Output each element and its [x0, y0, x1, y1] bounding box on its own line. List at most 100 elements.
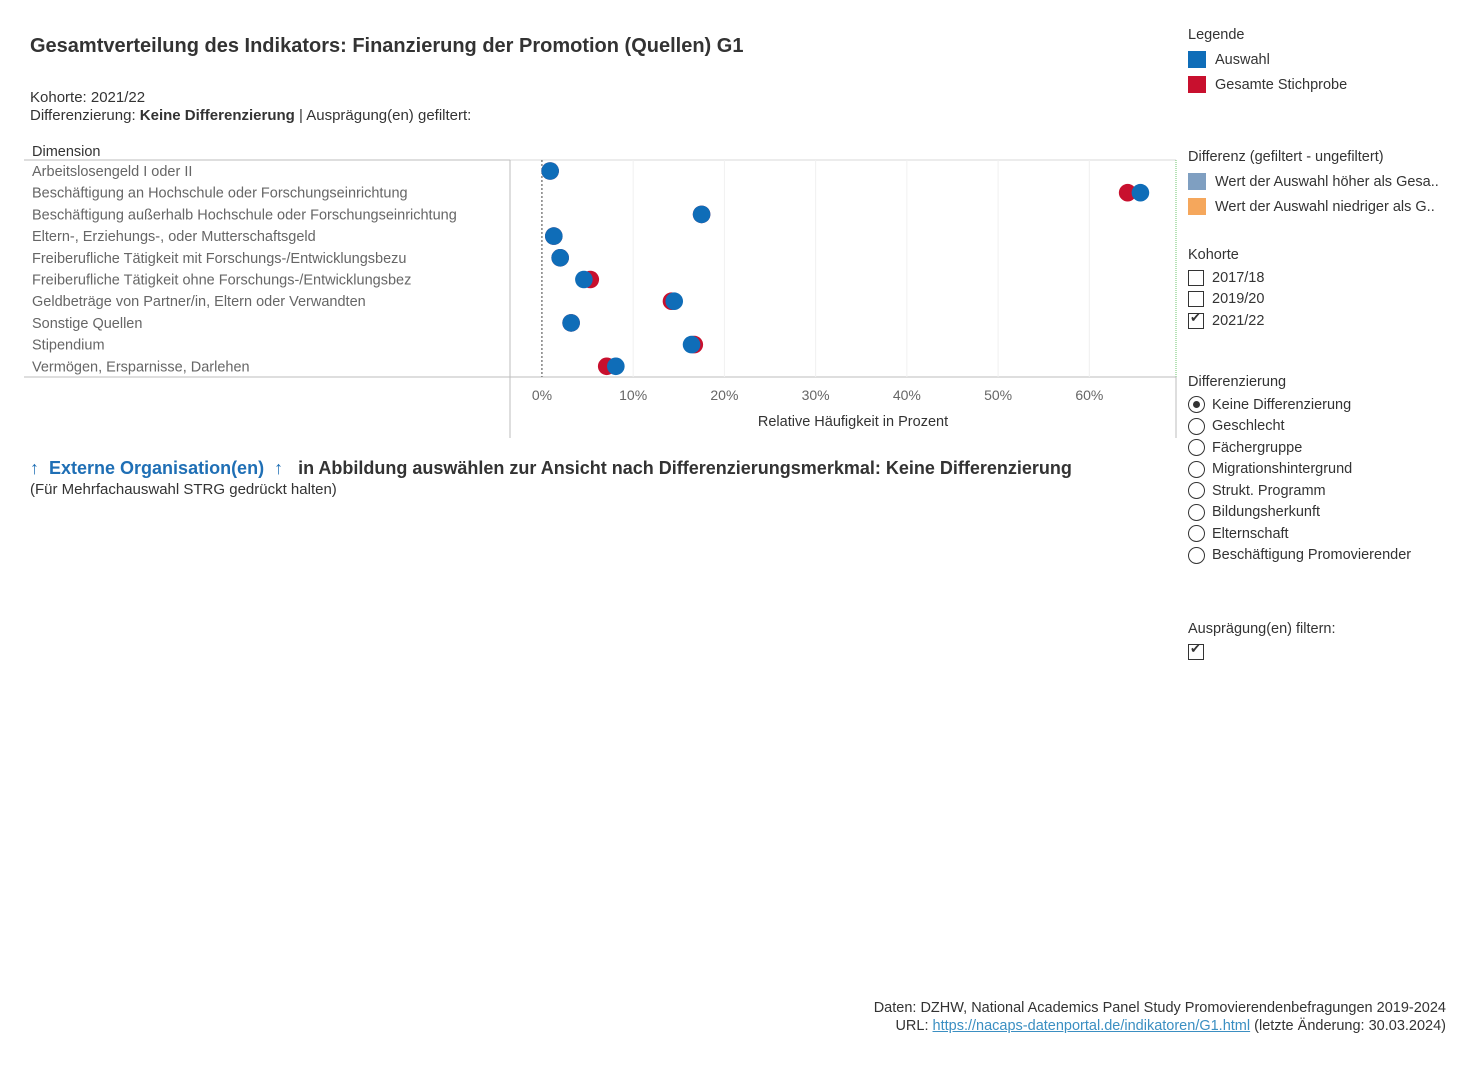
- differentiation-option-geschlecht[interactable]: Geschlecht: [1188, 416, 1411, 438]
- differentiation-radio-geschlecht[interactable]: [1188, 417, 1205, 435]
- legend-swatch-gesamte-stichprobe: [1188, 76, 1206, 93]
- differentiation-label-keine: Keine Differenzierung: [1212, 396, 1352, 413]
- selection-prompt: ↑ Externe Organisation(en) ↑ in Abbildun…: [30, 458, 1072, 479]
- differentiation-filter-title: Differenzierung: [1188, 374, 1287, 390]
- legend-panel: Legende Auswahl Gesamte Stichprobe: [1188, 27, 1347, 97]
- differentiation-radio-beschaeftigung[interactable]: [1188, 546, 1205, 564]
- legend-title: Legende: [1188, 27, 1245, 43]
- category-label: Vermögen, Ersparnisse, Darlehen: [32, 359, 250, 375]
- x-tick-label: 20%: [710, 387, 738, 403]
- x-tick-label: 50%: [984, 387, 1012, 403]
- difference-item-lower[interactable]: Wert der Auswahl niedriger als G..: [1188, 194, 1439, 219]
- differentiation-option-keine[interactable]: Keine Differenzierung: [1188, 394, 1411, 416]
- value-filter-checkbox[interactable]: [1188, 642, 1204, 660]
- legend-swatch-auswahl: [1188, 51, 1206, 68]
- cohort-checkbox-2021-22[interactable]: [1188, 311, 1204, 329]
- differentiation-option-faechergruppe[interactable]: Fächergruppe: [1188, 437, 1411, 459]
- differentiation-radio-elternschaft[interactable]: [1188, 525, 1205, 543]
- category-label: Beschäftigung außerhalb Hochschule oder …: [32, 207, 457, 223]
- footer: Daten: DZHW, National Academics Panel St…: [874, 999, 1446, 1035]
- dot-auswahl[interactable]: [692, 205, 711, 224]
- category-label: Geldbeträge von Partner/in, Eltern oder …: [32, 294, 366, 310]
- cohort-option-2019-20[interactable]: 2019/20: [1188, 289, 1264, 311]
- external-organisation-link[interactable]: Externe Organisation(en): [49, 458, 265, 478]
- differentiation-option-elternschaft[interactable]: Elternschaft: [1188, 523, 1411, 545]
- difference-item-higher[interactable]: Wert der Auswahl höher als Gesa..: [1188, 169, 1439, 194]
- differentiation-label-beschaeftigung: Beschäftigung Promovierender: [1212, 547, 1412, 564]
- differentiation-label-elternschaft: Elternschaft: [1212, 525, 1289, 542]
- cohort-label-2021-22: 2021/22: [1212, 312, 1265, 329]
- selection-prompt-text: in Abbildung auswählen zur Ansicht nach …: [298, 458, 1072, 478]
- dot-auswahl[interactable]: [607, 357, 625, 376]
- cohort-option-2021-22[interactable]: 2021/22: [1188, 310, 1264, 332]
- dot-plot-chart[interactable]: Dimension 0% 10% 20% 30% 40% 50% 60% Relative Hä…: [0, 0, 1180, 450]
- differentiation-label-geschlecht: Geschlecht: [1212, 418, 1285, 435]
- value-filter-title: Ausprägung(en) filtern:: [1188, 621, 1336, 637]
- dot-auswahl[interactable]: [575, 270, 593, 289]
- legend-item-auswahl[interactable]: Auswahl: [1188, 47, 1347, 72]
- dot-auswahl[interactable]: [562, 314, 580, 332]
- legend-item-gesamte-stichprobe[interactable]: Gesamte Stichprobe: [1188, 72, 1347, 97]
- dot-auswahl[interactable]: [665, 292, 684, 311]
- cohort-option-2017-18[interactable]: 2017/18: [1188, 267, 1264, 289]
- x-tick-label: 30%: [802, 387, 830, 403]
- x-tick-label: 60%: [1075, 387, 1103, 403]
- legend-label-gesamte-stichprobe: Gesamte Stichprobe: [1215, 76, 1348, 93]
- differentiation-option-beschaeftigung[interactable]: Beschäftigung Promovierender: [1188, 545, 1411, 567]
- category-label: Freiberufliche Tätigkeit ohne Forschungs…: [32, 273, 411, 289]
- dot-auswahl[interactable]: [1131, 183, 1150, 202]
- cohort-filter-panel: Kohorte 2017/18 2019/20 2021/22: [1188, 247, 1264, 332]
- differentiation-radio-migrationshintergrund[interactable]: [1188, 460, 1205, 478]
- differentiation-label-strukt-programm: Strukt. Programm: [1212, 482, 1326, 499]
- differentiation-filter-panel: Differenzierung Keine Differenzierung Ge…: [1188, 374, 1411, 566]
- x-tick-label: 10%: [619, 387, 647, 403]
- dot-auswahl[interactable]: [541, 162, 559, 180]
- legend-label-auswahl: Auswahl: [1215, 51, 1270, 68]
- differentiation-label-bildungsherkunft: Bildungsherkunft: [1212, 504, 1321, 521]
- category-label: Arbeitslosengeld I oder II: [32, 164, 192, 180]
- dot-auswahl[interactable]: [551, 248, 569, 267]
- dot-gesamte-stichprobe[interactable]: [1118, 183, 1137, 202]
- cohort-label-2017-18: 2017/18: [1212, 269, 1265, 286]
- footer-url-prefix: URL:: [895, 1018, 933, 1034]
- difference-label-higher: Wert der Auswahl höher als Gesa..: [1215, 173, 1439, 190]
- differentiation-suffix: | Ausprägung(en) gefiltert:: [294, 107, 472, 124]
- differentiation-label-migrationshintergrund: Migrationshintergrund: [1212, 461, 1353, 478]
- differentiation-option-strukt-programm[interactable]: Strukt. Programm: [1188, 480, 1411, 502]
- up-arrow-right-icon: ↑: [274, 458, 284, 478]
- up-arrow-left-icon: ↑: [30, 458, 39, 478]
- footer-url-suffix: (letzte Änderung: 30.03.2024): [1250, 1018, 1446, 1034]
- footer-url-link[interactable]: https://nacaps-datenportal.de/indikatore…: [932, 1018, 1251, 1034]
- difference-label-lower: Wert der Auswahl niedriger als G..: [1215, 198, 1435, 215]
- value-filter-option[interactable]: [1188, 641, 1336, 663]
- differentiation-subtitle: Differenzierung: Keine Differenzierung |…: [30, 107, 471, 124]
- differentiation-label-faechergruppe: Fächergruppe: [1212, 439, 1303, 456]
- cohort-filter-title: Kohorte: [1188, 247, 1239, 263]
- differentiation-radio-strukt-programm[interactable]: [1188, 482, 1205, 500]
- cohort-checkbox-2017-18[interactable]: [1188, 269, 1204, 286]
- difference-legend-title: Differenz (gefiltert - ungefiltert): [1188, 149, 1384, 165]
- category-label: Beschäftigung an Hochschule oder Forschu…: [32, 186, 408, 202]
- dot-auswahl[interactable]: [682, 335, 701, 354]
- differentiation-option-migrationshintergrund[interactable]: Migrationshintergrund: [1188, 459, 1411, 481]
- x-tick-label: 0%: [532, 387, 552, 403]
- page-title: Gesamtverteilung des Indikators: Finanzi…: [30, 35, 744, 57]
- footer-source: Daten: DZHW, National Academics Panel St…: [873, 1000, 1446, 1016]
- differentiation-radio-bildungsherkunft[interactable]: [1188, 503, 1205, 521]
- multi-select-hint: (Für Mehrfachauswahl STRG gedrückt halte…: [30, 481, 337, 498]
- difference-swatch-higher: [1188, 173, 1206, 190]
- dot-auswahl[interactable]: [544, 227, 563, 245]
- differentiation-option-bildungsherkunft[interactable]: Bildungsherkunft: [1188, 502, 1411, 524]
- category-label: Stipendium: [32, 338, 105, 354]
- footer-url-line: URL: https://nacaps-datenportal.de/indik…: [874, 1017, 1446, 1035]
- cohort-checkbox-2019-20[interactable]: [1188, 291, 1204, 308]
- category-label: Eltern-, Erziehungs-, oder Mutterschafts…: [32, 229, 316, 245]
- category-label: Freiberufliche Tätigkeit mit Forschungs-…: [32, 251, 406, 267]
- row-header-label: Dimension: [32, 144, 101, 160]
- x-axis-label: Relative Häufigkeit in Prozent: [758, 414, 948, 430]
- value-filter-panel: Ausprägung(en) filtern:: [1188, 621, 1336, 663]
- differentiation-radio-faechergruppe[interactable]: [1188, 439, 1205, 457]
- differentiation-value: Keine Differenzierung: [139, 107, 295, 124]
- differentiation-radio-keine[interactable]: [1188, 396, 1205, 414]
- differentiation-prefix: Differenzierung:: [30, 107, 140, 124]
